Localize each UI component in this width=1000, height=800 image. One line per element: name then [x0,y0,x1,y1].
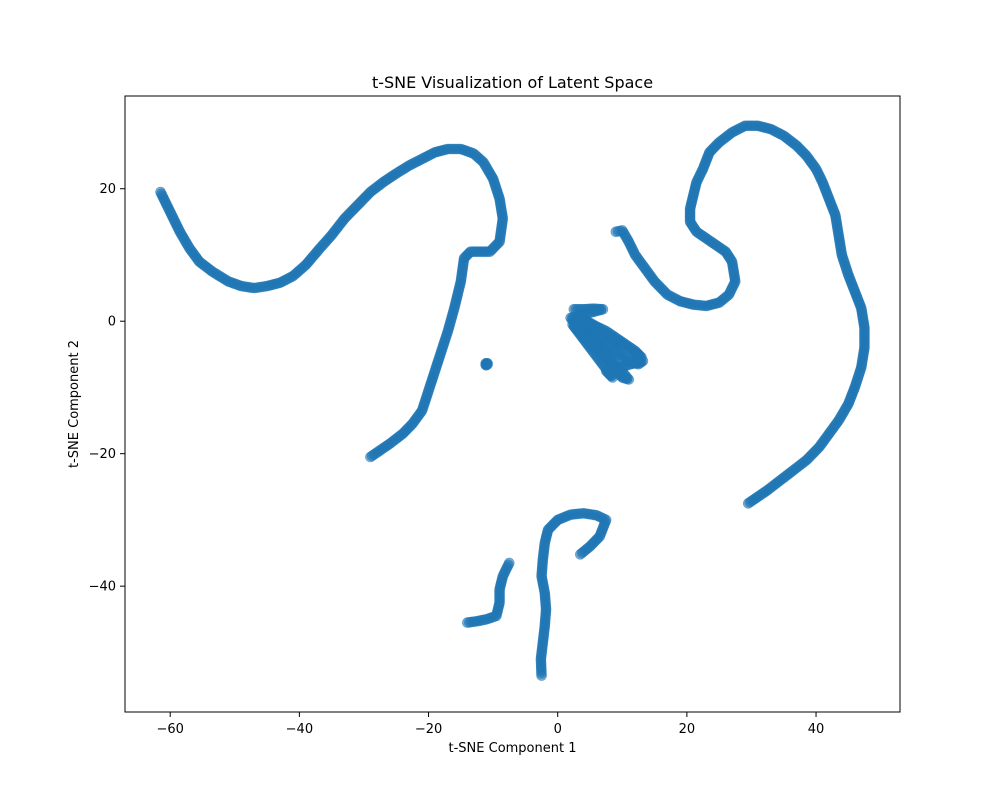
y-axis-label: t-SNE Component 2 [67,340,82,468]
x-tick-label: 20 [679,722,696,737]
y-tick-label: 0 [108,315,116,330]
x-tick-label: 40 [808,722,825,737]
x-axis-ticks: −60 −40 −20 0 20 40 [156,712,824,737]
data-point [503,557,515,569]
y-tick-label: −20 [89,447,116,462]
y-tick-label: −40 [89,580,116,595]
y-tick-label: 20 [99,182,116,197]
data-point [481,359,492,371]
x-tick-label: −40 [286,722,313,737]
x-axis-label: t-SNE Component 1 [449,741,577,756]
x-tick-label: 0 [554,722,562,737]
y-axis-ticks: −40 −20 0 20 [89,182,125,595]
chart-title: t-SNE Visualization of Latent Space [372,73,653,92]
data-point [575,549,586,560]
x-tick-label: −20 [415,722,442,737]
data-point [365,451,376,463]
data-point [742,498,754,509]
scatter-points [155,120,870,681]
data-point [589,342,601,354]
plot-frame [124,95,901,713]
plot-area [125,96,900,712]
x-tick-label: −60 [156,722,183,737]
